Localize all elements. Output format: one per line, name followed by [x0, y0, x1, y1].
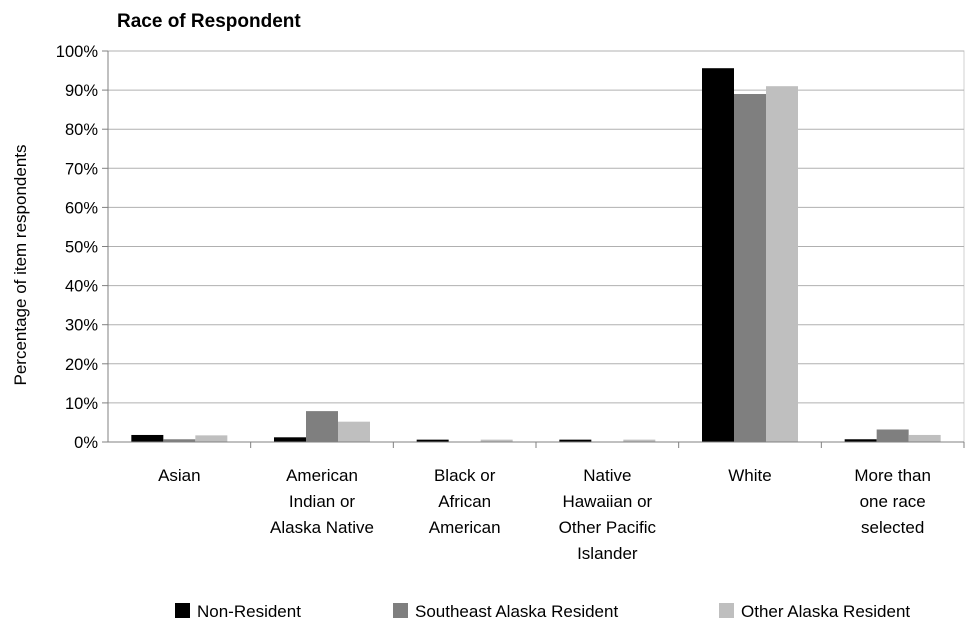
bar: [702, 68, 734, 442]
bar: [734, 94, 766, 442]
x-category-label-line: American: [429, 518, 501, 537]
y-axis-label: Percentage of item respondents: [11, 145, 30, 386]
x-category-label-line: Hawaiian or: [562, 492, 652, 511]
x-category-label-line: one race: [860, 492, 926, 511]
x-category-label: White: [728, 466, 771, 485]
y-tick-label: 20%: [65, 356, 98, 374]
chart-title: Race of Respondent: [117, 11, 301, 32]
y-tick-label: 60%: [65, 199, 98, 217]
bar: [416, 439, 449, 442]
x-category-label-line: More than: [854, 466, 931, 485]
x-category-label-line: Islander: [577, 544, 638, 563]
y-tick-labels: 0% 10% 20% 30% 40% 50% 60% 70% 80% 90% 100%: [56, 43, 99, 452]
bar: [195, 435, 228, 442]
bar: [908, 434, 941, 442]
x-category-label-line: Other Pacific: [559, 518, 657, 537]
bar: [338, 421, 370, 442]
x-category-label: Native Hawaiian or Other Pacific Islander: [559, 466, 657, 563]
x-category-label-line: White: [728, 466, 771, 485]
legend-label: Southeast Alaska Resident: [415, 602, 618, 621]
x-category-labels: Asian American Indian or Alaska Native Black…: [158, 466, 931, 563]
x-category-label-line: Indian or: [289, 492, 355, 511]
y-tick-label: 70%: [65, 160, 98, 178]
y-tick-label: 50%: [65, 239, 98, 257]
x-category-label: Asian: [158, 466, 201, 485]
bar: [766, 86, 798, 442]
bar: [623, 439, 656, 442]
bar: [306, 411, 338, 442]
bar: [559, 439, 592, 442]
x-category-label-line: American: [286, 466, 358, 485]
y-tick-label: 100%: [56, 43, 99, 61]
x-category-label-line: Black or: [434, 466, 496, 485]
legend-label: Non-Resident: [197, 602, 301, 621]
x-category-label: More than one race selected: [854, 466, 931, 537]
x-category-label: Black or African American: [429, 466, 501, 537]
axes: [102, 50, 965, 448]
y-tick-label: 80%: [65, 121, 98, 139]
y-tick-label: 40%: [65, 278, 98, 296]
x-category-label-line: selected: [861, 518, 924, 537]
x-category-label-line: Asian: [158, 466, 201, 485]
x-category-label: American Indian or Alaska Native: [270, 466, 374, 537]
gridlines: [107, 50, 965, 443]
x-category-label-line: African: [438, 492, 491, 511]
bar: [163, 439, 196, 442]
y-tick-label: 0%: [74, 434, 98, 452]
x-category-label-line: Native: [583, 466, 631, 485]
bar: [131, 434, 164, 442]
legend-label: Other Alaska Resident: [741, 602, 910, 621]
y-tick-label: 30%: [65, 317, 98, 335]
bar: [844, 439, 877, 442]
x-category-label-line: Alaska Native: [270, 518, 374, 537]
bar: [876, 429, 909, 442]
bar: [480, 439, 513, 442]
y-tick-label: 10%: [65, 395, 98, 413]
legend-swatch: [393, 603, 408, 618]
legend: Non-Resident Southeast Alaska Resident Oth…: [175, 602, 910, 621]
bar: [274, 437, 306, 442]
y-tick-label: 90%: [65, 82, 98, 100]
legend-swatch: [175, 603, 190, 618]
bars: [131, 68, 941, 442]
legend-swatch: [719, 603, 734, 618]
